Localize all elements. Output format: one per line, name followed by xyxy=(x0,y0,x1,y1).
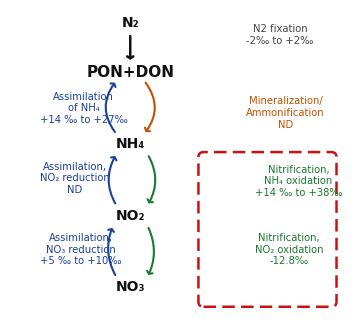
Text: NO₂: NO₂ xyxy=(116,209,145,223)
Text: NO₃: NO₃ xyxy=(116,280,145,294)
Text: Mineralization/
Ammonification
ND: Mineralization/ Ammonification ND xyxy=(246,96,325,129)
Text: N₂: N₂ xyxy=(121,16,139,30)
Text: N2 fixation
-2‰ to +2‰: N2 fixation -2‰ to +2‰ xyxy=(246,24,313,46)
Text: NH₄: NH₄ xyxy=(116,137,145,151)
Text: Assimilation
of NH₄
+14 ‰ to +27‰: Assimilation of NH₄ +14 ‰ to +27‰ xyxy=(40,92,128,125)
Text: Assimilation,
NO₃ reduction
+5 ‰ to +10‰: Assimilation, NO₃ reduction +5 ‰ to +10‰ xyxy=(40,233,121,267)
Text: Nitrification,
NO₂ oxidation
-12.8‰: Nitrification, NO₂ oxidation -12.8‰ xyxy=(255,233,323,267)
Text: Nitrification,
NH₄ oxidation
+14 ‰ to +38‰: Nitrification, NH₄ oxidation +14 ‰ to +3… xyxy=(255,165,342,198)
Text: Assimilation,
NO₂ reduction
ND: Assimilation, NO₂ reduction ND xyxy=(40,162,109,195)
Text: PON+DON: PON+DON xyxy=(86,65,174,80)
